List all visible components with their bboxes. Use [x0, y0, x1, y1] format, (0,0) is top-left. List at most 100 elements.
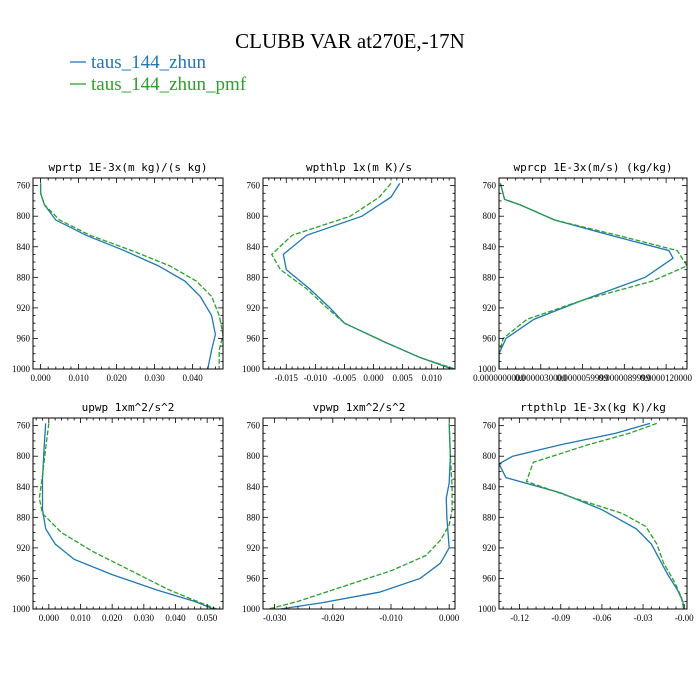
- y-tick-label: 760: [483, 181, 497, 191]
- x-tick-label: 0.010: [422, 373, 443, 383]
- x-tick-label: 0.0000120000: [640, 373, 692, 383]
- series-line-zhun-pmf: [38, 423, 217, 609]
- x-tick-label: -0.09: [551, 613, 570, 623]
- x-tick-label: -0.015: [275, 373, 299, 383]
- y-tick-label: 960: [17, 333, 31, 343]
- y-tick-label: 840: [17, 482, 31, 492]
- panel-title: wprtp 1E-3x(m kg)/(s kg): [49, 161, 208, 174]
- y-tick-label: 960: [247, 573, 261, 583]
- x-tick-label: 0.000: [39, 613, 60, 623]
- y-tick-label: 760: [17, 421, 31, 431]
- y-tick-label: 1000: [12, 604, 31, 614]
- y-tick-label: 840: [247, 242, 261, 252]
- y-tick-label: 960: [247, 333, 261, 343]
- y-tick-label: 1000: [12, 364, 31, 374]
- y-tick-label: 920: [17, 303, 31, 313]
- x-tick-label: 0.040: [182, 373, 203, 383]
- legend-label-1: taus_144_zhun: [91, 52, 207, 73]
- figure-title: CLUBB VAR at270E,-17N: [235, 29, 465, 53]
- y-tick-label: 960: [483, 333, 497, 343]
- panel-title: upwp 1xm^2/s^2: [82, 401, 175, 414]
- panel-title: rtpthlp 1E-3x(kg K)/kg: [520, 401, 666, 414]
- series-line-zhun-pmf: [270, 182, 455, 369]
- x-tick-label: -0.00: [675, 613, 694, 623]
- plot-frame: [498, 417, 688, 610]
- y-tick-label: 880: [17, 512, 31, 522]
- plot-frame: [32, 177, 224, 370]
- y-tick-label: 960: [17, 573, 31, 583]
- y-tick-label: 1000: [242, 364, 261, 374]
- y-tick-label: 1000: [478, 604, 497, 614]
- x-tick-label: 0.010: [70, 613, 91, 623]
- series-line-zhun-pmf: [499, 183, 687, 369]
- y-tick-label: 800: [247, 451, 261, 461]
- y-tick-label: 880: [247, 272, 261, 282]
- panel-title: wprcp 1E-3x(m/s) (kg/kg): [514, 161, 673, 174]
- series-line-zhun: [282, 183, 453, 369]
- x-tick-label: 0.000: [30, 373, 51, 383]
- panel-title: vpwp 1xm^2/s^2: [313, 401, 406, 414]
- x-tick-label: 0.030: [134, 613, 155, 623]
- panel-1: wprtp 1E-3x(m kg)/(s kg) 760 800 840 880 920 9…: [12, 161, 224, 383]
- y-tick-label: 800: [483, 211, 497, 221]
- plot-frame: [262, 417, 456, 610]
- y-tick-label: 920: [483, 543, 497, 553]
- y-tick-label: 920: [483, 303, 497, 313]
- x-tick-label: -0.020: [321, 613, 345, 623]
- x-tick-label: 0.040: [165, 613, 186, 623]
- x-tick-label: -0.010: [304, 373, 328, 383]
- y-tick-label: 840: [483, 482, 497, 492]
- y-tick-label: 920: [247, 543, 261, 553]
- plot-frame: [262, 177, 456, 370]
- x-tick-label: 0.0000059999: [557, 373, 609, 383]
- x-tick-label: -0.005: [333, 373, 357, 383]
- plot-frame: [32, 417, 224, 610]
- y-tick-label: 1000: [478, 364, 497, 374]
- y-tick-label: 960: [483, 573, 497, 583]
- y-tick-label: 880: [247, 512, 261, 522]
- x-tick-label: 0.0000030000: [515, 373, 567, 383]
- panel-2: wpthlp 1x(m K)/s 760 800 840 880 920 960 1000 -0…: [242, 161, 456, 383]
- plot-frame: [498, 177, 688, 370]
- panel-title: wpthlp 1x(m K)/s: [306, 161, 412, 174]
- x-tick-label: 0.000: [439, 613, 460, 623]
- y-tick-label: 760: [247, 421, 261, 431]
- x-tick-label: 0.020: [106, 373, 127, 383]
- x-tick-label: 0.0000000000: [473, 373, 525, 383]
- x-tick-label: -0.010: [379, 613, 403, 623]
- x-tick-label: 0.0000089999: [598, 373, 650, 383]
- y-tick-label: 880: [17, 272, 31, 282]
- y-tick-label: 920: [17, 543, 31, 553]
- series-line-zhun: [499, 422, 685, 609]
- panel-3: wprcp 1E-3x(m/s) (kg/kg) 760 800 840 880 920 9…: [473, 161, 692, 383]
- y-tick-label: 880: [483, 512, 497, 522]
- panel-5: vpwp 1xm^2/s^27608008408809209601000-0.0…: [242, 401, 460, 623]
- y-tick-label: 760: [483, 421, 497, 431]
- x-tick-label: 0.050: [197, 613, 218, 623]
- panel-grid: wprtp 1E-3x(m kg)/(s kg) 760 800 840 880 920 9…: [12, 161, 694, 623]
- series-line-zhun-pmf: [525, 422, 685, 609]
- legend-label-2: taus_144_zhun_pmf: [91, 74, 247, 95]
- x-tick-label: 0.030: [144, 373, 165, 383]
- y-tick-label: 840: [483, 242, 497, 252]
- series-line-zhun-pmf: [39, 183, 223, 369]
- y-tick-label: 760: [247, 181, 261, 191]
- y-tick-label: 1000: [242, 604, 261, 614]
- y-tick-label: 800: [17, 451, 31, 461]
- y-tick-label: 800: [483, 451, 497, 461]
- x-tick-label: -0.12: [510, 613, 529, 623]
- y-tick-label: 800: [247, 211, 261, 221]
- x-tick-label: 0.005: [393, 373, 414, 383]
- x-tick-label: -0.03: [634, 613, 653, 623]
- panel-6: rtpthlp 1E-3x(kg K)/kg 760 800 840 880 920 960…: [478, 401, 694, 623]
- x-tick-label: 0.000: [363, 373, 384, 383]
- series-line-zhun: [280, 423, 452, 609]
- series-line-zhun: [499, 183, 674, 369]
- series-line-zhun: [41, 423, 214, 609]
- y-tick-label: 840: [17, 242, 31, 252]
- y-tick-label: 880: [483, 272, 497, 282]
- y-tick-label: 760: [17, 181, 31, 191]
- x-tick-label: -0.030: [263, 613, 287, 623]
- panel-4: upwp 1xm^2/s^2 760 800 840 880 920 960 1000 0.00…: [12, 401, 224, 623]
